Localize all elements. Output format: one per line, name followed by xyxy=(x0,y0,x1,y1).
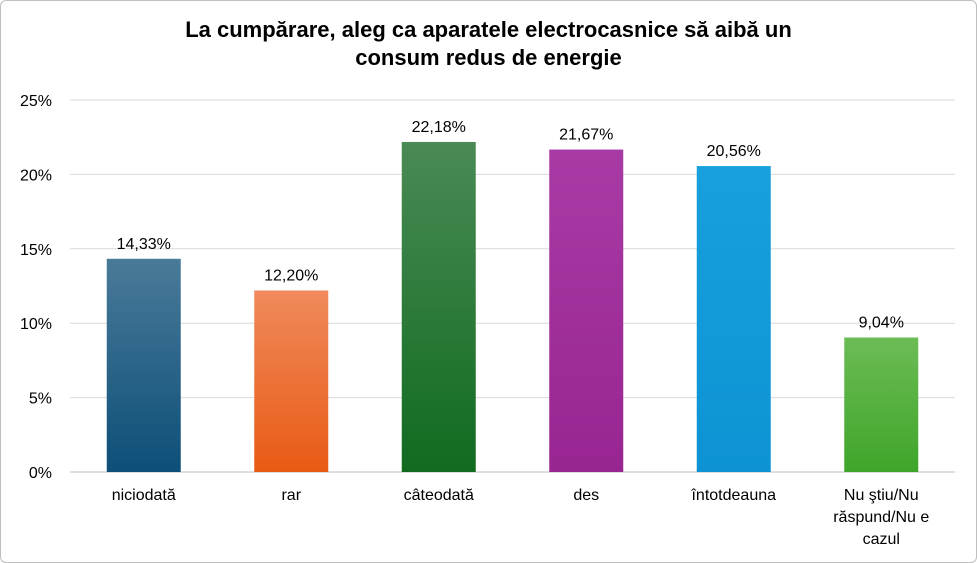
data-label: 21,67% xyxy=(559,127,613,144)
y-tick-label: 15% xyxy=(20,242,52,259)
y-tick-label: 10% xyxy=(20,316,52,333)
data-label: 20,56% xyxy=(707,143,761,160)
data-label: 9,04% xyxy=(859,314,904,331)
data-label: 12,20% xyxy=(264,267,318,284)
bar xyxy=(549,149,624,472)
data-label: 22,18% xyxy=(412,119,466,136)
x-category-label: răspund/Nu e xyxy=(833,509,929,526)
x-category-label: câteodată xyxy=(404,487,474,504)
bar xyxy=(844,337,919,472)
y-tick-label: 25% xyxy=(20,93,52,110)
data-label: 14,33% xyxy=(117,236,171,253)
x-category-label: întotdeauna xyxy=(690,487,776,504)
bar xyxy=(106,258,181,472)
x-category-label: des xyxy=(573,487,599,504)
chart-title-line-1: La cumpărare, aleg ca aparatele electroc… xyxy=(185,17,792,42)
bar xyxy=(401,141,476,472)
x-category-label: niciodată xyxy=(112,487,176,504)
bar xyxy=(696,166,771,472)
y-tick-label: 20% xyxy=(20,167,52,184)
y-tick-label: 5% xyxy=(29,391,52,408)
x-category-label: Nu ştiu/Nu xyxy=(844,487,919,504)
bar xyxy=(254,290,329,472)
x-category-label: rar xyxy=(281,487,301,504)
chart-title-line-2: consum redus de energie xyxy=(355,45,622,70)
x-category-label: cazul xyxy=(863,531,900,548)
y-tick-label: 0% xyxy=(29,465,52,482)
chart-title: La cumpărare, aleg ca aparatele electroc… xyxy=(40,16,937,72)
